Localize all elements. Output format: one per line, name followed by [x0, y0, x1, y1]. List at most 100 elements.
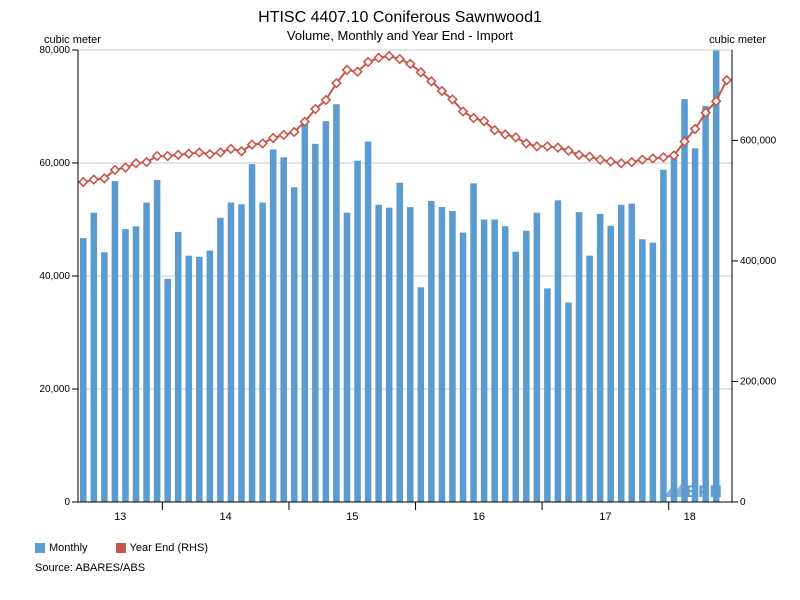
bar-monthly [343, 212, 351, 502]
logo-text: BPN [686, 482, 722, 501]
marker-year-end [288, 126, 300, 138]
marker-year-end [637, 154, 648, 166]
x-tick-label: 18 [684, 511, 696, 523]
marker-year-end [721, 74, 733, 86]
marker-year-end [310, 103, 321, 115]
bar-monthly [364, 141, 372, 502]
marker-year-end [267, 132, 279, 144]
bar-monthly [660, 169, 667, 502]
marker-year-end [626, 156, 638, 168]
chart-title: HTISC 4407.10 Coniferous Sawnwood1 [258, 9, 542, 26]
marker-year-end [647, 153, 659, 164]
marker-year-end [478, 115, 490, 127]
bar-monthly [143, 202, 150, 503]
right-tick-label: 200,000 [740, 376, 777, 387]
x-tick-label: 17 [599, 511, 611, 523]
bar-monthly [259, 202, 266, 503]
bar-monthly [596, 213, 604, 502]
bar-monthly [417, 287, 425, 502]
left-tick-label: 80,000 [39, 45, 70, 56]
bar-monthly [586, 255, 593, 502]
marker-year-end [299, 116, 311, 128]
marker-year-end [120, 162, 131, 173]
bar-monthly [554, 200, 562, 503]
marker-year-end [594, 154, 606, 166]
right-tick-label: 600,000 [740, 135, 777, 146]
bar-monthly [248, 164, 256, 502]
marker-year-end [404, 58, 416, 70]
bar-monthly [238, 204, 245, 502]
bar-monthly [628, 203, 636, 502]
marker-year-end [415, 66, 427, 78]
marker-year-end [246, 139, 258, 150]
bar-monthly [533, 212, 541, 502]
marker-year-end [552, 142, 564, 153]
bar-monthly [164, 278, 171, 502]
marker-year-end [615, 157, 627, 169]
x-tick-label: 15 [346, 511, 358, 523]
marker-year-end [278, 129, 290, 141]
bar-monthly [301, 119, 309, 503]
marker-year-end [457, 106, 469, 117]
bar-monthly [491, 219, 498, 502]
legend-swatch-year-end [115, 543, 126, 553]
left-tick-label: 0 [64, 497, 70, 508]
bar-monthly [217, 217, 224, 502]
bar-monthly [702, 105, 709, 502]
logo: BPN [664, 480, 722, 501]
marker-year-end [341, 64, 353, 76]
marker-year-end [394, 53, 406, 65]
bar-monthly [523, 230, 530, 503]
chart-subtitle: Volume, Monthly and Year End - Import [287, 28, 514, 43]
bar-monthly [501, 226, 509, 502]
x-tick-label: 13 [114, 511, 126, 523]
bar-monthly [480, 219, 488, 502]
bar-monthly [691, 148, 699, 502]
left-tick-label: 40,000 [39, 271, 70, 282]
bar-monthly [649, 242, 657, 503]
marker-year-end [331, 77, 342, 89]
bar-monthly [185, 255, 193, 502]
axis-layer: 0 20,000 40,000 60,000 80,000 0 200,000 400,000… [39, 45, 776, 523]
marker-year-end [658, 151, 669, 163]
marker-year-end [531, 141, 543, 152]
legend-swatch-monthly [35, 543, 45, 553]
right-tick-label: 400,000 [740, 256, 777, 267]
bar-monthly [438, 207, 446, 502]
x-tick-label: 16 [473, 511, 485, 523]
bar-monthly [617, 204, 625, 502]
bar-monthly [459, 232, 467, 502]
right-axis-unit: cubic meter [709, 34, 766, 46]
bar-monthly [132, 226, 140, 502]
bar-monthly [428, 200, 435, 503]
marker-year-end [489, 124, 500, 136]
bar-monthly [280, 157, 287, 502]
bar-layer [80, 50, 720, 503]
right-tick-label: 0 [740, 497, 746, 508]
marker-year-end [151, 150, 163, 162]
bar-monthly [607, 225, 614, 502]
marker-year-end [383, 50, 395, 62]
marker-year-end [320, 94, 332, 106]
bar-monthly [512, 251, 520, 502]
bar-monthly [111, 181, 119, 502]
marker-year-end [447, 94, 458, 105]
bar-monthly [101, 252, 108, 502]
marker-year-end [236, 145, 247, 157]
marker-year-end [162, 150, 173, 162]
bar-monthly [206, 250, 214, 502]
marker-year-end [426, 76, 437, 87]
marker-year-end [109, 164, 121, 176]
bar-monthly [639, 239, 646, 502]
marker-year-end [584, 151, 595, 163]
legend-item-year-end: Year End (RHS) [115, 542, 208, 554]
marker-year-end [215, 147, 226, 158]
marker-year-end [225, 143, 237, 155]
bar-monthly [385, 207, 393, 502]
marker-year-end [362, 56, 374, 68]
bar-monthly [681, 99, 688, 502]
marker-year-end [468, 112, 479, 124]
marker-year-end [710, 95, 722, 107]
